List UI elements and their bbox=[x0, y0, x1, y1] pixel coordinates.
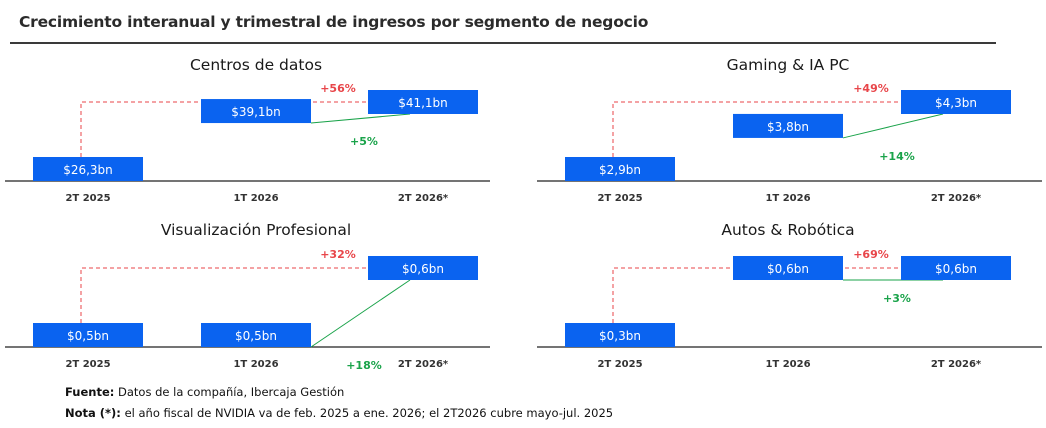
panel-3-qoq-connector bbox=[310, 279, 411, 348]
panel-1-category-label-1: 2T 2025 bbox=[65, 193, 110, 204]
panel-1-bar-3 bbox=[368, 90, 478, 114]
panel-4-qoq-label: +3% bbox=[883, 292, 911, 305]
panel-1-category-label-2: 1T 2026 bbox=[233, 193, 278, 204]
panel-2-yoy-connector bbox=[612, 101, 901, 157]
panel-3-category-label-2: 1T 2026 bbox=[233, 359, 278, 370]
main-title: Crecimiento interanual y trimestral de i… bbox=[19, 13, 649, 31]
panel-3-category-label-1: 2T 2025 bbox=[65, 359, 110, 370]
panel-1-bar-1 bbox=[33, 157, 143, 181]
footer-source-text: Datos de la compañía, Ibercaja Gestión bbox=[118, 385, 345, 399]
footer-source: Fuente: Datos de la compañía, Ibercaja G… bbox=[65, 385, 344, 399]
panel-4-category-label-2: 1T 2026 bbox=[765, 359, 810, 370]
title-rule bbox=[10, 42, 996, 44]
panel-4-bar-2 bbox=[733, 256, 843, 280]
panel-3-bar-1 bbox=[33, 323, 143, 347]
panel-2-category-label-1: 2T 2025 bbox=[597, 193, 642, 204]
panel-3-bar-label-3: $0,6bn bbox=[402, 262, 444, 276]
panel-4-bar-label-3: $0,6bn bbox=[935, 262, 977, 276]
footer-note: Nota (*): el año fiscal de NVIDIA va de … bbox=[65, 406, 613, 420]
panel-3-bar-2 bbox=[201, 323, 311, 347]
panel-1-qoq-connector bbox=[310, 113, 411, 124]
panel-1-qoq-label: +5% bbox=[350, 135, 378, 148]
panel-3-bar-label-1: $0,5bn bbox=[67, 329, 109, 343]
panel-4-title: Autos & Robótica bbox=[721, 221, 854, 239]
panel-2-bar-2 bbox=[733, 113, 843, 138]
panel-2-category-label-2: 1T 2026 bbox=[765, 193, 810, 204]
panel-4-bar-3 bbox=[901, 256, 1011, 280]
panel-3-yoy-connector bbox=[80, 267, 368, 323]
panel-2-yoy-label: +49% bbox=[853, 82, 889, 95]
footer-source-label: Fuente: bbox=[65, 385, 115, 399]
panel-4-bar-label-1: $0,3bn bbox=[599, 329, 641, 343]
panel-3-qoq-label: +18% bbox=[346, 359, 382, 372]
panel-2-qoq-connector bbox=[842, 113, 944, 139]
panel-4-category-label-3: 2T 2026* bbox=[931, 359, 982, 370]
panel-2-bar-label-1: $2,9bn bbox=[599, 163, 641, 177]
panel-2-category-label-3: 2T 2026* bbox=[931, 193, 982, 204]
panel-3-bar-label-2: $0,5bn bbox=[235, 329, 277, 343]
panel-2-bar-3 bbox=[901, 90, 1011, 114]
panel-1-bar-label-2: $39,1bn bbox=[231, 105, 281, 119]
footer-note-text: el año fiscal de NVIDIA va de feb. 2025 … bbox=[124, 406, 614, 420]
panel-1-yoy-label: +56% bbox=[320, 82, 356, 95]
panel-2-bar-label-3: $4,3bn bbox=[935, 96, 977, 110]
footer-note-label: Nota (*): bbox=[65, 406, 121, 420]
panel-1-title: Centros de datos bbox=[190, 56, 322, 74]
panel-1-bar-2 bbox=[201, 99, 311, 124]
panel-4-yoy-label: +69% bbox=[853, 248, 889, 261]
panel-4-bar-1 bbox=[565, 323, 675, 347]
panel-3-title: Visualización Profesional bbox=[161, 221, 351, 239]
panel-3-yoy-label: +32% bbox=[320, 248, 356, 261]
panel-3-bar-3 bbox=[368, 256, 478, 280]
panel-4-bar-label-2: $0,6bn bbox=[767, 262, 809, 276]
panel-3-category-label-3: 2T 2026* bbox=[398, 359, 449, 370]
panel-1-bar-label-3: $41,1bn bbox=[398, 96, 448, 110]
panel-2-bar-1 bbox=[565, 157, 675, 181]
panel-4-category-label-1: 2T 2025 bbox=[597, 359, 642, 370]
panel-1-category-label-3: 2T 2026* bbox=[398, 193, 449, 204]
panel-1-bar-label-1: $26,3bn bbox=[63, 163, 113, 177]
panel-2-bar-label-2: $3,8bn bbox=[767, 120, 809, 134]
panel-2-qoq-label: +14% bbox=[879, 150, 915, 163]
panel-2-title: Gaming & IA PC bbox=[727, 56, 850, 74]
